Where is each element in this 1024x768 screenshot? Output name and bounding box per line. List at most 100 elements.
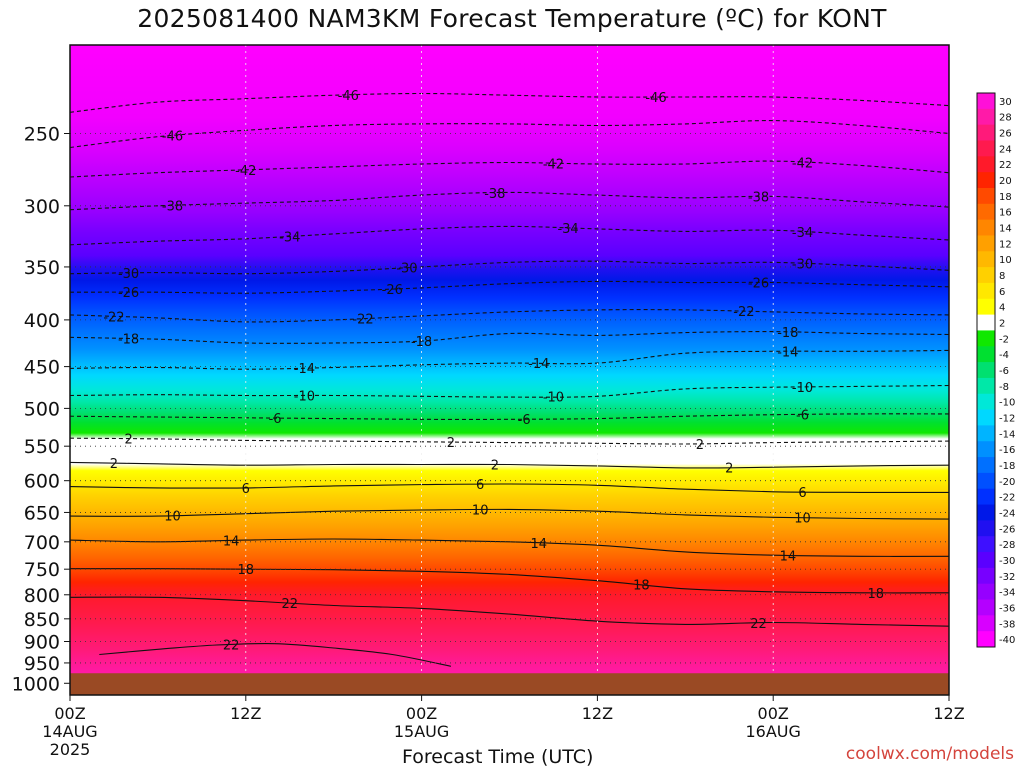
x-tick-label: 12Z <box>582 704 613 723</box>
colorbar-label: -32 <box>999 572 1015 583</box>
colorbar-swatch <box>977 124 995 141</box>
colorbar-label: 16 <box>999 208 1012 219</box>
colorbar-swatch <box>977 314 995 331</box>
colorbar-swatch <box>977 425 995 442</box>
isotherm-label: -6 <box>518 413 531 428</box>
y-tick-label: 850 <box>24 609 60 631</box>
isotherm-label: 2 <box>491 459 499 474</box>
colorbar-swatch <box>977 457 995 474</box>
plot-frame <box>69 44 950 696</box>
isotherm-label: 22 <box>223 639 240 654</box>
isotherm-line <box>70 538 949 557</box>
temperature-field <box>70 45 949 695</box>
colorbar-label: 20 <box>999 176 1012 187</box>
colorbar-swatch <box>977 615 995 632</box>
colorbar-swatch <box>977 488 995 506</box>
x-tick-date: 16AUG <box>745 722 800 741</box>
y-tick-label: 350 <box>24 257 60 279</box>
y-tick-label: 250 <box>24 123 60 145</box>
isotherm-label: -26 <box>382 283 403 298</box>
colorbar-swatch <box>977 219 995 236</box>
isotherm-line <box>70 160 949 178</box>
colorbar-swatch <box>977 93 995 110</box>
y-tick-label: 1000 <box>12 673 60 695</box>
isotherm-line <box>70 437 949 445</box>
isotherm-label: -30 <box>396 262 417 277</box>
colorbar-swatch <box>977 441 995 458</box>
colorbar-label: -40 <box>999 635 1015 646</box>
isotherm-label: -30 <box>118 267 139 282</box>
isotherm-line <box>70 349 949 370</box>
isotherm-label: 6 <box>798 486 806 501</box>
isotherm-label: 18 <box>633 579 650 594</box>
isotherm-line <box>70 508 949 520</box>
colorbar-swatch <box>977 172 995 189</box>
isotherm-label: -6 <box>269 412 282 427</box>
colorbar-label: 26 <box>999 129 1012 140</box>
colorbar-swatch <box>977 631 995 648</box>
colorbar-swatch <box>977 298 995 316</box>
y-tick-label: 600 <box>24 471 60 493</box>
y-tick-label: 300 <box>24 196 60 218</box>
y-tick-label: 900 <box>24 631 60 653</box>
x-tick-year: 2025 <box>50 740 91 759</box>
isotherm-label: -22 <box>733 305 754 320</box>
isotherm-label: 2 <box>124 433 132 448</box>
colorbar-label: 4 <box>999 303 1005 314</box>
isotherm-label: 10 <box>794 512 811 527</box>
colorbar-label: -38 <box>999 619 1015 630</box>
isotherm-label: 10 <box>472 504 489 519</box>
colorbar-swatch <box>977 187 995 205</box>
isotherm-label: 2 <box>725 462 733 477</box>
isotherm-label: 22 <box>281 597 298 612</box>
colorbar-label: 12 <box>999 239 1012 250</box>
isotherm-label: -30 <box>792 258 813 273</box>
colorbar-swatch <box>977 552 995 569</box>
colorbar-swatch <box>977 393 995 411</box>
chart-title: 2025081400 NAM3KM Forecast Temperature (… <box>137 4 887 33</box>
x-tick-date: 15AUG <box>394 722 449 741</box>
isotherm-label: 2 <box>110 457 118 472</box>
colorbar-swatch <box>977 251 995 268</box>
x-axis-label: Forecast Time (UTC) <box>402 746 594 768</box>
isotherm-label: -22 <box>352 313 373 328</box>
grid-lines <box>70 45 949 695</box>
isotherm-line <box>99 643 452 667</box>
colorbar-swatch <box>977 267 995 284</box>
plot-area <box>70 45 949 695</box>
isotherm-line <box>70 483 949 493</box>
isotherm-line <box>70 331 949 344</box>
colorbar-label: -26 <box>999 524 1015 535</box>
x-tick-label: 00Z <box>406 704 437 723</box>
isotherm-label: -42 <box>543 157 564 172</box>
x-tick-label: 12Z <box>230 704 261 723</box>
y-tick-label: 700 <box>24 532 60 554</box>
colorbar-label: -2 <box>999 334 1009 345</box>
isotherm-label: 2 <box>696 438 704 453</box>
isotherm-label: -14 <box>777 345 798 360</box>
isotherm-label: 18 <box>238 563 255 578</box>
colorbar-swatch <box>977 203 995 221</box>
isotherm-label: 2 <box>447 436 455 451</box>
colorbar-swatch <box>977 330 995 347</box>
colorbar-label: -12 <box>999 413 1015 424</box>
isotherm-label: -42 <box>792 157 813 172</box>
isotherm-label: -42 <box>235 164 256 179</box>
colorbar-label: 18 <box>999 192 1012 203</box>
colorbar-label: -16 <box>999 445 1015 456</box>
colorbar-swatch <box>977 156 995 173</box>
y-tick-label: 450 <box>24 357 60 379</box>
colorbar-label: -22 <box>999 493 1015 504</box>
isotherm-label: 14 <box>780 549 797 564</box>
isotherm-label: -18 <box>411 335 432 350</box>
isotherm-line <box>70 596 949 627</box>
colorbar-label: -8 <box>999 382 1009 393</box>
isotherm-label: 14 <box>223 534 240 549</box>
colorbar-swatch <box>977 536 995 553</box>
isotherm-label: -10 <box>294 389 315 404</box>
isotherm-label: 10 <box>164 510 181 525</box>
colorbar-swatch <box>977 583 995 601</box>
colorbar-label: -14 <box>999 429 1015 440</box>
